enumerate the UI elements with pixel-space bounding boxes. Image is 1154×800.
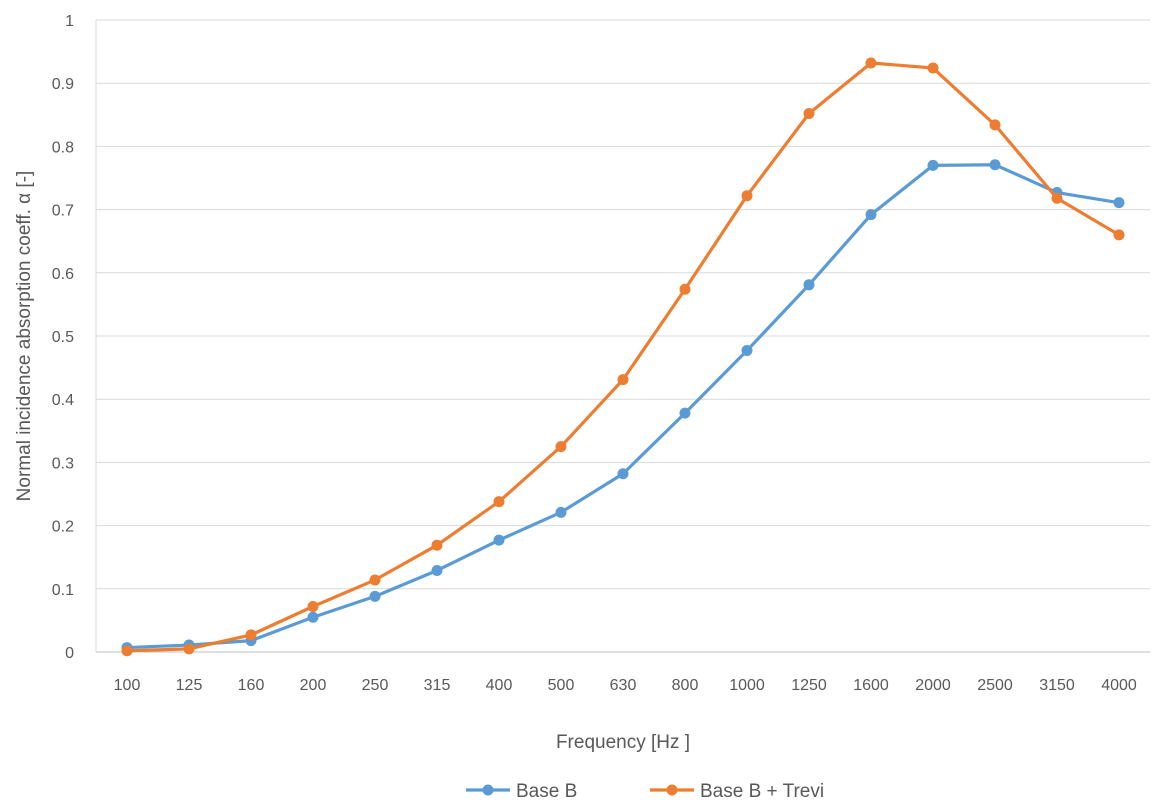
y-tick-label: 0.5 [52, 329, 74, 346]
data-point [307, 600, 319, 612]
legend-item: Base B + Trevi [650, 781, 824, 800]
x-tick-label: 630 [610, 677, 637, 694]
data-point [493, 496, 505, 508]
data-point [369, 574, 381, 586]
y-tick-label: 0.9 [52, 76, 74, 93]
x-tick-label: 500 [548, 677, 575, 694]
x-tick-label: 2000 [915, 677, 951, 694]
data-point [803, 108, 815, 120]
data-point [865, 209, 877, 221]
data-point [121, 645, 133, 657]
data-point [617, 374, 629, 386]
series-1 [121, 57, 1125, 657]
data-point [741, 345, 753, 357]
y-axis-title: Normal incidence absorption coeff. α [-] [14, 171, 35, 502]
data-point [617, 468, 629, 480]
series-line [125, 61, 1121, 653]
x-tick-label: 125 [176, 677, 203, 694]
data-point [555, 441, 567, 453]
x-tick-label: 1250 [791, 677, 827, 694]
data-point [1113, 197, 1125, 209]
x-tick-label: 800 [672, 677, 699, 694]
x-tick-label: 315 [424, 677, 451, 694]
x-tick-label: 200 [300, 677, 327, 694]
data-point [679, 407, 691, 419]
data-point [307, 611, 319, 623]
x-tick-label: 400 [486, 677, 513, 694]
y-tick-label: 0.8 [52, 139, 74, 156]
axes [95, 20, 1150, 653]
x-tick-label: 100 [114, 677, 141, 694]
x-tick-label: 4000 [1101, 677, 1137, 694]
y-tick-label: 1 [65, 13, 74, 30]
legend: Base B Base B + Trevi [466, 781, 824, 800]
data-point [431, 564, 443, 576]
x-tick-label: 160 [238, 677, 265, 694]
x-axis-title: Frequency [Hz ] [556, 732, 690, 753]
data-point [431, 539, 443, 551]
data-point [865, 57, 877, 69]
data-point [369, 590, 381, 602]
x-tick-label: 250 [362, 677, 389, 694]
y-tick-label: 0.3 [52, 455, 74, 472]
data-point [989, 159, 1001, 171]
data-point [493, 534, 505, 546]
x-tick-label: 1000 [729, 677, 765, 694]
legend-item: Base B [466, 781, 577, 800]
y-tick-label: 0 [65, 645, 74, 662]
y-tick-label: 0.2 [52, 519, 74, 536]
series-0 [121, 159, 1125, 654]
x-tick-label: 2500 [977, 677, 1013, 694]
y-tick-label: 0.1 [52, 582, 74, 599]
y-tick-label: 0.7 [52, 203, 74, 220]
data-point [679, 283, 691, 295]
gridlines [96, 19, 1150, 590]
x-tick-label: 1600 [853, 677, 889, 694]
data-point [803, 279, 815, 291]
y-tick-label: 0.6 [52, 266, 74, 283]
data-point [741, 190, 753, 202]
data-point [927, 62, 939, 74]
legend-label: Base B + Trevi [700, 781, 824, 800]
x-axis-ticks: 100 125 160 200 250 315 400 500 630 800 1000 1250 16… [114, 677, 1137, 694]
legend-label: Base B [516, 781, 577, 800]
data-point [1113, 229, 1125, 241]
data-point [989, 119, 1001, 131]
y-tick-label: 0.4 [52, 392, 74, 409]
y-axis-ticks: 0 0.1 0.2 0.3 0.4 0.5 0.6 0.7 0.8 0.9 1 [52, 13, 74, 662]
series-line [125, 163, 1121, 650]
data-point [1051, 192, 1063, 204]
data-point [183, 643, 195, 655]
legend-marker [666, 784, 678, 796]
data-point [245, 629, 257, 641]
data-point [927, 159, 939, 171]
x-tick-label: 3150 [1039, 677, 1075, 694]
series-group [121, 57, 1125, 657]
legend-marker [482, 784, 494, 796]
data-point [555, 506, 567, 518]
